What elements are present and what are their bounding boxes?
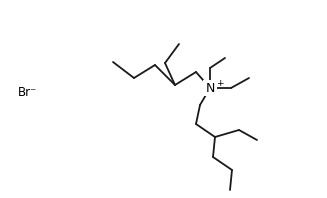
Text: Br⁻: Br⁻ (18, 87, 37, 100)
Text: N: N (205, 82, 215, 94)
Text: +: + (216, 78, 224, 88)
